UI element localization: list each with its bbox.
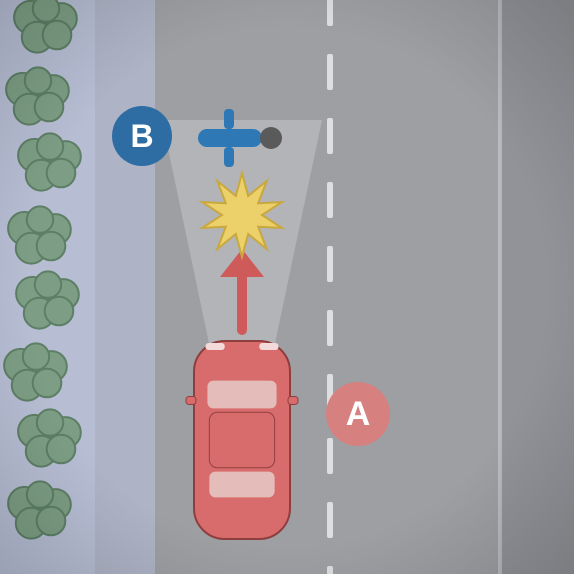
label-badge-b: B — [112, 106, 172, 166]
badge-b-text: B — [130, 118, 153, 155]
badge-a-text: A — [346, 395, 371, 434]
accident-diagram: A B — [0, 0, 574, 574]
diagram-svg — [0, 0, 574, 574]
label-badge-a: A — [326, 382, 390, 446]
